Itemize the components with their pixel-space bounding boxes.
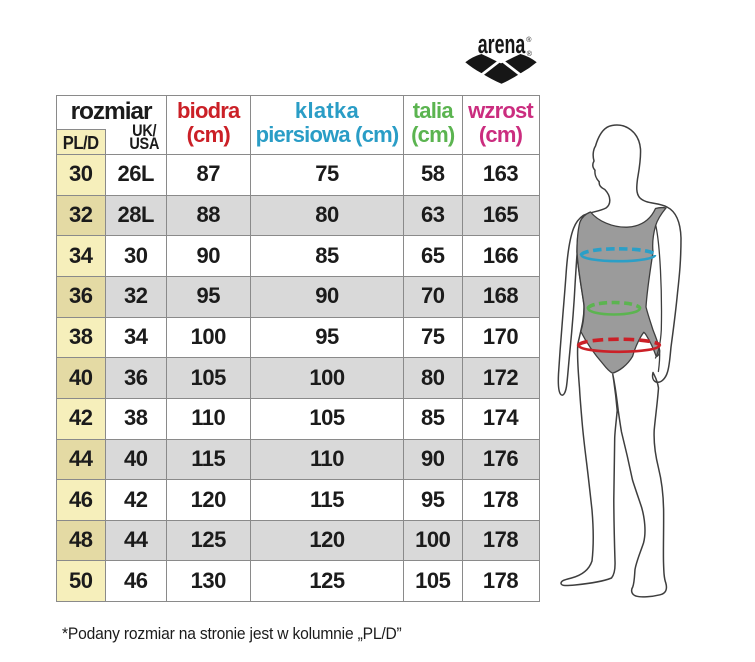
svg-text:®: ® — [527, 50, 533, 58]
svg-text:arena: arena — [478, 29, 526, 59]
svg-text:®: ® — [526, 36, 532, 44]
